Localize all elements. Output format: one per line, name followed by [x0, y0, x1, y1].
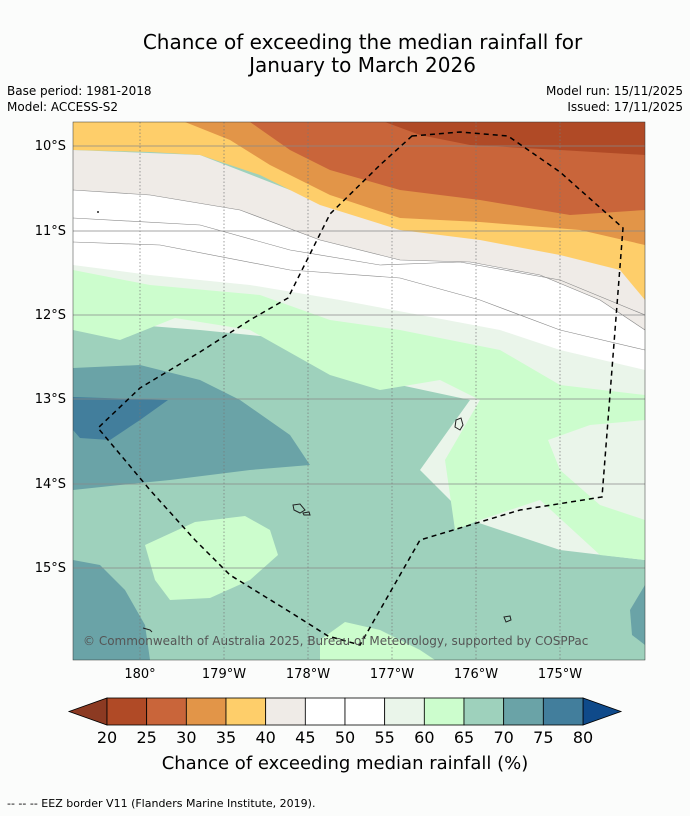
meta-left: Base period: 1981-2018 Model: ACCESS-S2: [7, 83, 152, 115]
title-line-2: January to March 2026: [249, 53, 476, 77]
island-5: [142, 627, 153, 633]
lat-label: 14°S: [35, 477, 66, 492]
colorbar-swatch: [265, 697, 306, 726]
colorbar-swatch: [146, 697, 187, 726]
band-60-65-south2: [320, 622, 435, 660]
lon-label: 175°W: [538, 667, 582, 682]
lat-label: 13°S: [35, 392, 66, 407]
issued-date: Issued: 17/11/2025: [567, 100, 683, 114]
island-1: [454, 417, 464, 431]
lon-label: 178°W: [286, 667, 330, 682]
map-panel: © Commonwealth of Australia 2025, Bureau…: [73, 122, 645, 660]
colorbar-swatch: [503, 697, 544, 726]
map-frame: [72, 121, 646, 661]
lon-labels: 180° 179°W 178°W 177°W 176°W 175°W: [124, 667, 582, 682]
colorbar-over-arrow: [582, 697, 623, 726]
island-2: [292, 503, 306, 514]
colorbar-tick: 35: [216, 728, 236, 747]
colorbar-swatch: [106, 697, 148, 726]
copyright: © Commonwealth of Australia 2025, Bureau…: [83, 634, 588, 648]
band-40-45: [73, 150, 645, 330]
colorbar-swatch: [423, 697, 465, 726]
lon-label: 176°W: [454, 667, 498, 682]
lon-label: 177°W: [370, 667, 414, 682]
colorbar-swatch: [542, 697, 584, 726]
band-75-80: [73, 397, 168, 440]
eez-point: [97, 211, 99, 213]
islands: [142, 417, 512, 633]
colorbar-swatch: [384, 697, 425, 726]
band-70-75-sw: [73, 560, 150, 660]
map-title: Chance of exceeding the median rainfall …: [0, 31, 690, 77]
colorbar-tick: 55: [374, 728, 394, 747]
colorbar-tick: 70: [493, 728, 513, 747]
band-60-65: [73, 270, 645, 560]
colorbar-swatch: [185, 697, 227, 726]
parallels: [73, 145, 645, 569]
colorbar-tick: 60: [414, 728, 434, 747]
colorbar-tick: 45: [295, 728, 315, 747]
map-figure: © Commonwealth of Australia 2025, Bureau…: [35, 121, 646, 682]
island-3: [302, 511, 311, 516]
eez-border: [96, 131, 624, 646]
colorbar-tick: 30: [176, 728, 196, 747]
colorbar-swatch: [463, 697, 505, 726]
lat-label: 10°S: [35, 139, 66, 154]
model-name: Model: ACCESS-S2: [7, 100, 119, 114]
lat-label: 15°S: [35, 561, 66, 576]
colorbar-tick: 80: [573, 728, 593, 747]
lat-labels: 10°S 11°S 12°S 13°S 14°S 15°S: [35, 139, 66, 576]
colorbar: 20 25 30 35 40 45 50 55 60 65 70 75 80: [67, 697, 623, 747]
colorbar-tick: 65: [454, 728, 474, 747]
lat-label: 11°S: [35, 224, 66, 239]
lon-label: 179°W: [202, 667, 246, 682]
band-70-75-se: [630, 585, 645, 645]
title-line-1: Chance of exceeding the median rainfall …: [142, 30, 583, 54]
island-4: [503, 615, 512, 623]
lat-label: 12°S: [35, 308, 66, 323]
colorbar-tick: 40: [255, 728, 275, 747]
meta-right: Model run: 15/11/2025 Issued: 17/11/2025: [546, 83, 683, 115]
colorbar-tick: 25: [136, 728, 156, 747]
meridians: [139, 122, 561, 660]
colorbar-swatch: [344, 697, 386, 726]
colorbar-tick: 20: [97, 728, 117, 747]
colorbar-under-arrow: [67, 697, 108, 726]
model-run: Model run: 15/11/2025: [545, 84, 683, 98]
colorbar-tick: 75: [533, 728, 553, 747]
band-20-25: [385, 122, 645, 155]
eez-legend: -- -- -- EEZ border V11 (Flanders Marine…: [7, 797, 316, 810]
colorbar-swatch: [304, 697, 346, 726]
band-60-65-south: [145, 516, 278, 600]
base-period: Base period: 1981-2018: [7, 84, 152, 98]
colorbar-label: Chance of exceeding median rainfall (%): [161, 753, 529, 774]
colorbar-tick: 50: [335, 728, 355, 747]
band-55-60-east: [548, 420, 645, 520]
colorbar-swatch: [225, 697, 267, 726]
lon-label: 180°: [124, 667, 155, 682]
